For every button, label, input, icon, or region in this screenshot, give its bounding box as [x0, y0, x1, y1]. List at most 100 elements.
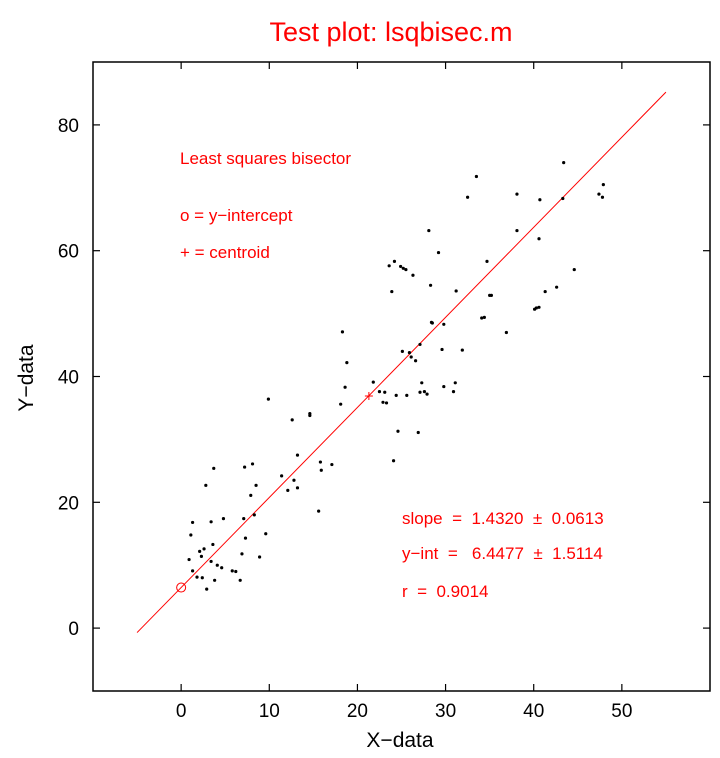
data-point	[257, 555, 262, 559]
data-point	[453, 381, 457, 385]
data-point	[392, 259, 397, 263]
data-point	[422, 389, 427, 394]
data-point	[466, 195, 470, 199]
legend-annotation: Least squares bisector o = y−intercept +…	[180, 149, 351, 262]
data-point	[460, 348, 464, 352]
data-point	[400, 349, 404, 353]
data-point	[537, 305, 541, 309]
y-tick-label: 0	[68, 619, 79, 640]
data-point	[264, 532, 268, 536]
data-point	[480, 316, 484, 320]
data-point	[343, 385, 347, 389]
data-point	[418, 390, 422, 394]
data-point	[420, 381, 424, 385]
plot-area: 0 10 20 30 40 50 0 20 40 60 80	[58, 61, 711, 722]
data-point	[414, 359, 418, 363]
data-point	[601, 183, 605, 187]
data-point	[390, 289, 394, 294]
data-point	[561, 196, 565, 201]
data-point	[409, 355, 413, 359]
data-point	[428, 283, 433, 287]
data-point	[451, 389, 456, 394]
data-point	[429, 320, 434, 325]
data-point	[199, 554, 204, 558]
legend-title: Least squares bisector	[180, 149, 351, 168]
data-point	[317, 509, 321, 513]
data-point	[330, 462, 334, 467]
y-intercept-marker	[176, 582, 187, 593]
data-point	[213, 578, 217, 582]
fit-layer	[136, 91, 667, 633]
y-axis-label: Y−data	[15, 344, 38, 411]
data-point	[383, 390, 387, 394]
x-tick-label: 50	[611, 701, 632, 722]
data-point	[252, 513, 256, 517]
data-point	[238, 578, 242, 582]
x-axis: 0 10 20 30 40 50	[176, 62, 632, 722]
x-tick-label: 30	[435, 701, 456, 722]
data-point	[249, 493, 253, 497]
data-point	[371, 380, 375, 384]
data-point	[425, 392, 429, 396]
data-point	[543, 289, 547, 294]
data-point	[204, 483, 208, 487]
data-point	[440, 347, 444, 352]
y-axis: 0 20 40 60 80	[58, 116, 710, 640]
data-point	[387, 264, 391, 268]
y-tick-label: 20	[58, 493, 79, 514]
slope-text: slope = 1.4320 ± 0.0613	[402, 509, 604, 528]
data-point	[345, 361, 349, 365]
legend-centroid-key: + = centroid	[180, 243, 270, 262]
data-point	[202, 547, 206, 551]
data-point	[537, 237, 541, 241]
data-point	[377, 389, 382, 394]
data-point	[318, 460, 323, 464]
data-point	[404, 267, 408, 272]
data-point	[391, 459, 396, 463]
data-point	[442, 322, 446, 326]
data-point	[189, 533, 193, 537]
data-point	[187, 557, 191, 562]
data-point	[600, 195, 605, 199]
y-tick-label: 40	[58, 368, 79, 389]
data-point	[394, 393, 398, 397]
data-point	[384, 401, 389, 405]
data-point	[295, 453, 300, 457]
data-point	[280, 474, 284, 478]
data-point	[381, 400, 385, 404]
data-point	[209, 520, 213, 524]
yint-text: y−int = 6.4477 ± 1.5114	[402, 544, 603, 563]
data-point	[482, 315, 486, 319]
x-tick-label: 40	[523, 701, 544, 722]
data-point	[532, 307, 537, 311]
bisector-fit-line	[136, 91, 667, 633]
data-point	[442, 384, 446, 389]
data-point	[572, 267, 576, 272]
data-point	[411, 273, 415, 277]
data-point	[198, 549, 202, 553]
data-point	[191, 520, 195, 525]
data-point	[427, 228, 431, 233]
data-point	[308, 413, 312, 418]
data-point	[597, 192, 601, 196]
data-point	[221, 517, 226, 521]
data-point	[555, 285, 559, 289]
data-point	[515, 228, 519, 233]
x-axis-label: X−data	[366, 729, 433, 752]
data-point	[292, 478, 296, 482]
data-point	[286, 488, 290, 492]
data-point	[339, 402, 343, 406]
data-point	[234, 569, 238, 574]
data-point	[295, 486, 300, 490]
chart-title: Test plot: lsqbisec.m	[269, 17, 512, 47]
data-point	[454, 289, 458, 293]
data-point	[211, 542, 215, 547]
y-tick-label: 80	[58, 116, 79, 137]
data-point	[504, 330, 508, 335]
data-point	[340, 330, 345, 334]
data-point	[474, 174, 479, 179]
data-point	[215, 563, 219, 567]
data-point	[538, 198, 542, 202]
fit-stats-annotation: slope = 1.4320 ± 0.0613 y−int = 6.4477 ±…	[402, 509, 604, 601]
data-point	[290, 418, 294, 422]
